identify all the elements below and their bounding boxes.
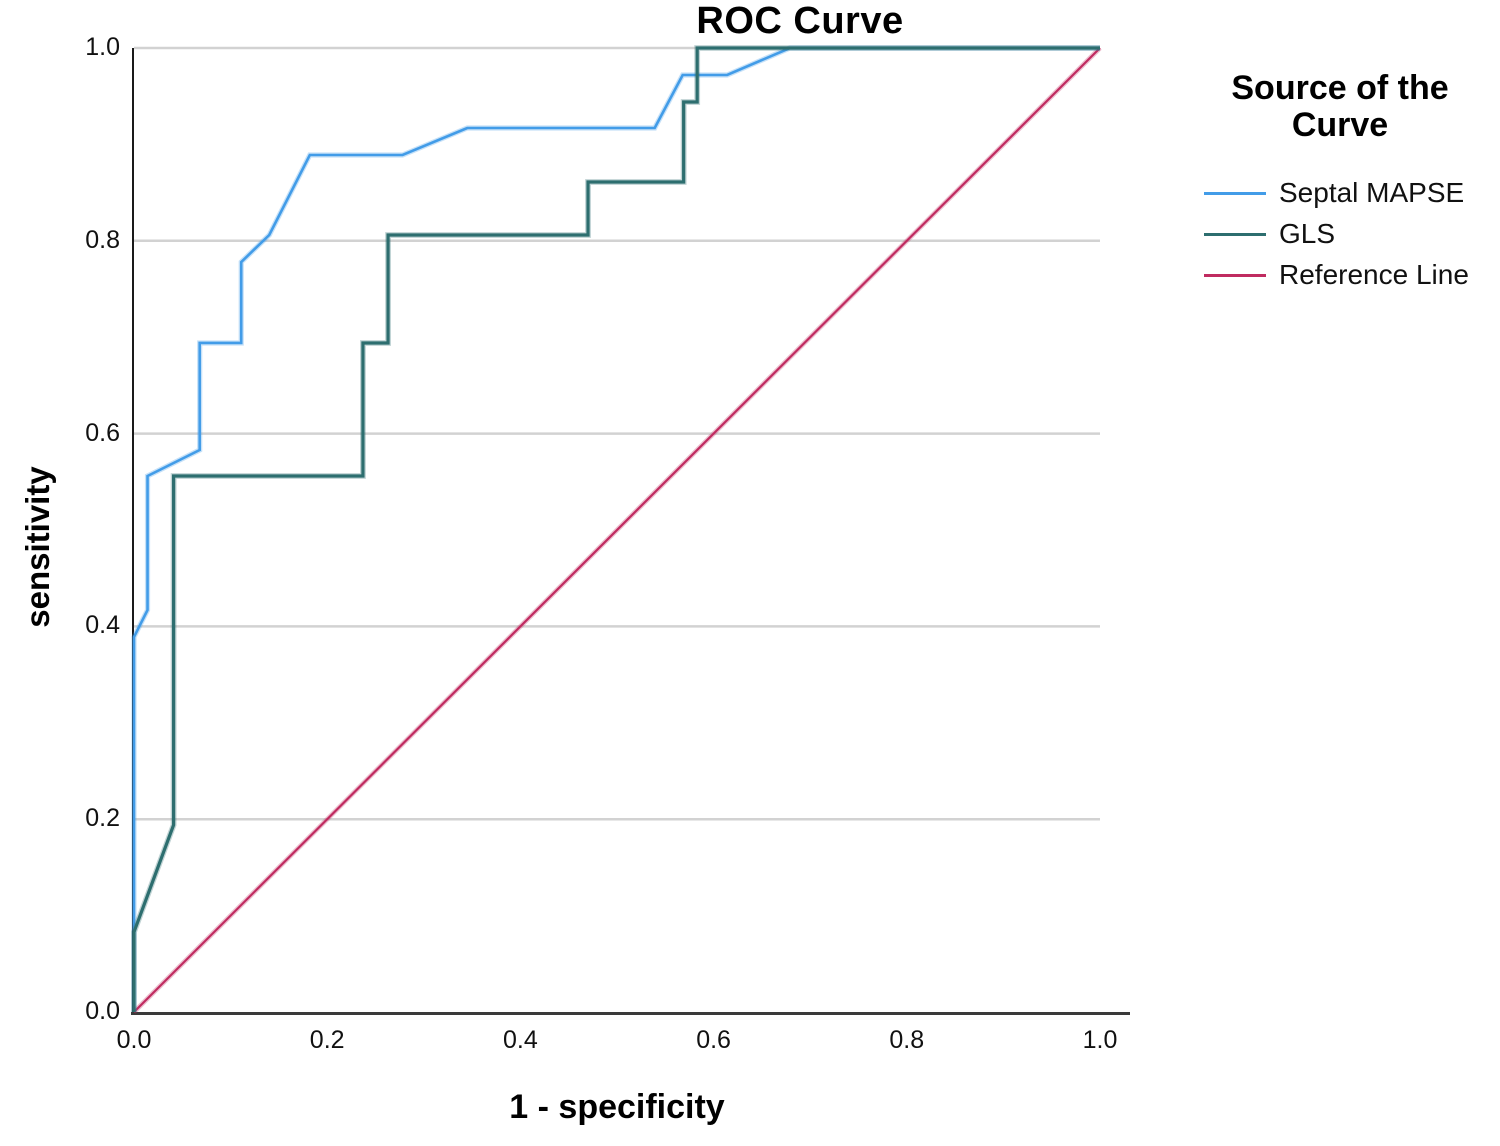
legend-label-reference-line: Reference Line: [1279, 259, 1469, 291]
reference-line-swatch-icon: [1204, 273, 1266, 277]
series-line-reference-line: [133, 47, 1101, 1013]
x-tick-label-1.0: 1.0: [1082, 1026, 1118, 1054]
gls-line-swatch-icon: [1204, 232, 1266, 236]
legend-item-gls: GLS: [1190, 214, 1495, 255]
x-tick-label-0.2: 0.2: [309, 1026, 345, 1054]
series-line-gls: [132, 46, 1100, 1012]
x-tick-label-0.4: 0.4: [503, 1026, 538, 1054]
legend-title: Source of the Curve: [1231, 69, 1449, 145]
x-tick-label-0.8: 0.8: [889, 1026, 925, 1054]
x-tick-label-0.0: 0.0: [116, 1026, 152, 1054]
y-tick-label-0.6: 0.6: [85, 418, 120, 447]
septal-mapse-line-swatch-icon: [1204, 191, 1266, 195]
y-tick-label-0.8: 0.8: [85, 225, 120, 254]
legend-label-septal-mapse: Septal MAPSE: [1279, 177, 1465, 209]
legend-item-reference-line: Reference Line: [1190, 255, 1495, 296]
y-tick-label-1.0: 1.0: [85, 33, 120, 61]
x-axis-label: 1 - specificity: [509, 1088, 725, 1126]
y-tick-label-0.2: 0.2: [85, 804, 120, 833]
y-tick-label-0.0: 0.0: [85, 997, 120, 1025]
y-tick-label-0.4: 0.4: [85, 611, 120, 640]
legend-item-septal-mapse: Septal MAPSE: [1190, 173, 1495, 214]
x-tick-label-0.6: 0.6: [696, 1026, 731, 1054]
legend-label-gls: GLS: [1279, 218, 1336, 250]
legend: Source of the Curve Septal MAPSE GLS Ref…: [1190, 69, 1495, 296]
chart-title: ROC Curve: [696, 0, 904, 42]
